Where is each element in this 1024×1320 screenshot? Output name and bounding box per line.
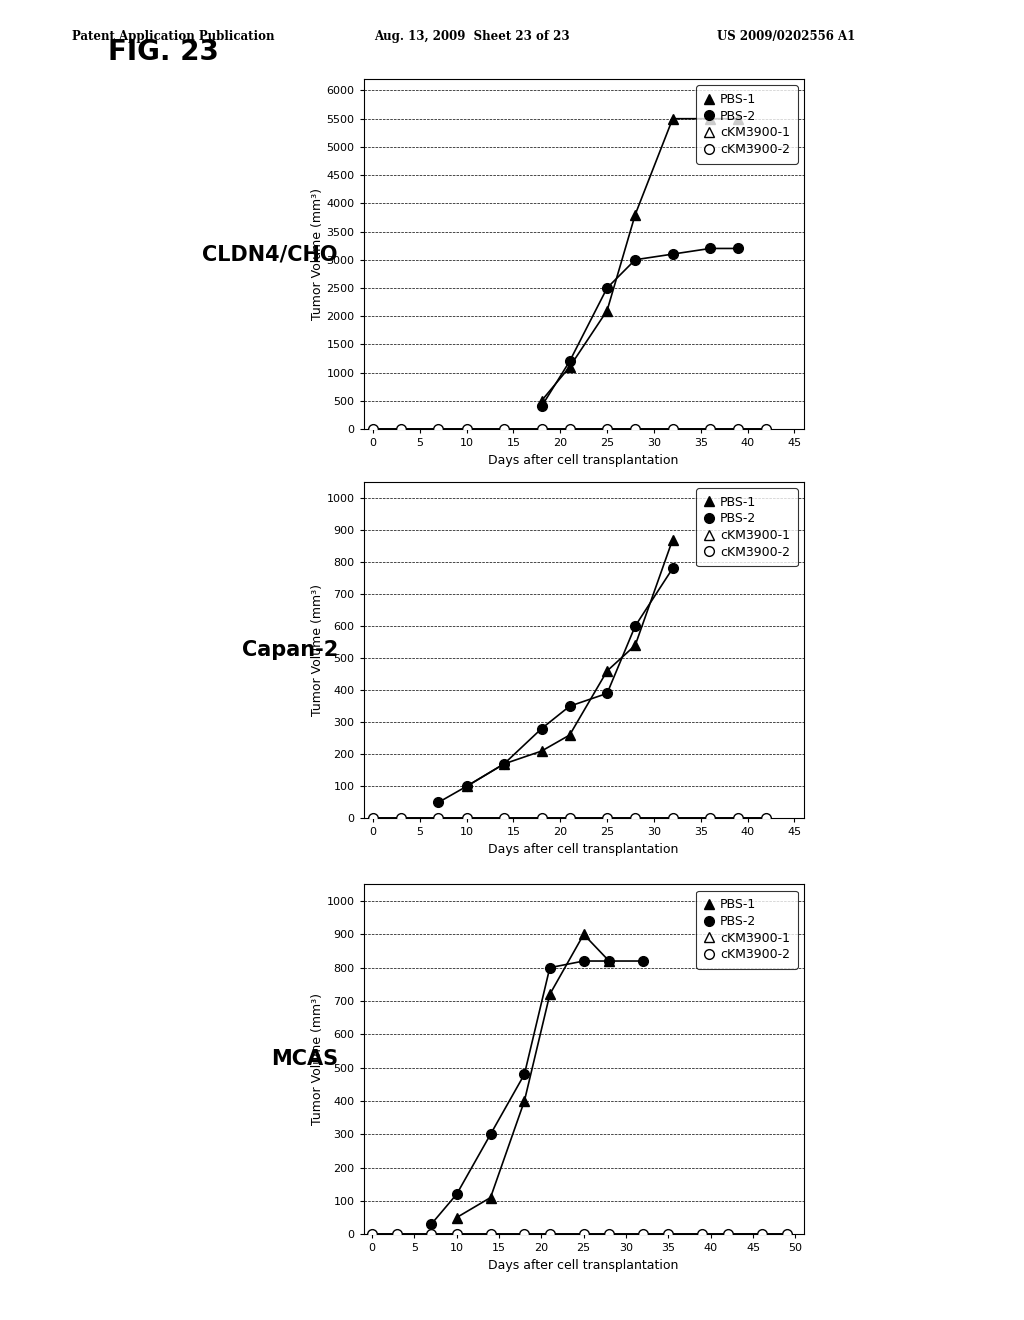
Text: Capan-2: Capan-2	[242, 640, 338, 660]
Text: Aug. 13, 2009  Sheet 23 of 23: Aug. 13, 2009 Sheet 23 of 23	[374, 30, 569, 44]
X-axis label: Days after cell transplantation: Days after cell transplantation	[488, 454, 679, 466]
Text: CLDN4/CHO: CLDN4/CHO	[203, 244, 338, 264]
Text: FIG. 23: FIG. 23	[108, 38, 218, 66]
Y-axis label: Tumor Volume (mm³): Tumor Volume (mm³)	[310, 187, 324, 319]
Y-axis label: Tumor Volume (mm³): Tumor Volume (mm³)	[310, 993, 324, 1125]
Legend: PBS-1, PBS-2, cKM3900-1, cKM3900-2: PBS-1, PBS-2, cKM3900-1, cKM3900-2	[696, 488, 798, 566]
Legend: PBS-1, PBS-2, cKM3900-1, cKM3900-2: PBS-1, PBS-2, cKM3900-1, cKM3900-2	[696, 891, 798, 969]
X-axis label: Days after cell transplantation: Days after cell transplantation	[488, 1259, 679, 1271]
Text: Patent Application Publication: Patent Application Publication	[72, 30, 274, 44]
Text: MCAS: MCAS	[270, 1049, 338, 1069]
Y-axis label: Tumor Volume (mm³): Tumor Volume (mm³)	[310, 583, 324, 715]
Text: US 2009/0202556 A1: US 2009/0202556 A1	[717, 30, 855, 44]
Legend: PBS-1, PBS-2, cKM3900-1, cKM3900-2: PBS-1, PBS-2, cKM3900-1, cKM3900-2	[696, 86, 798, 164]
X-axis label: Days after cell transplantation: Days after cell transplantation	[488, 843, 679, 855]
